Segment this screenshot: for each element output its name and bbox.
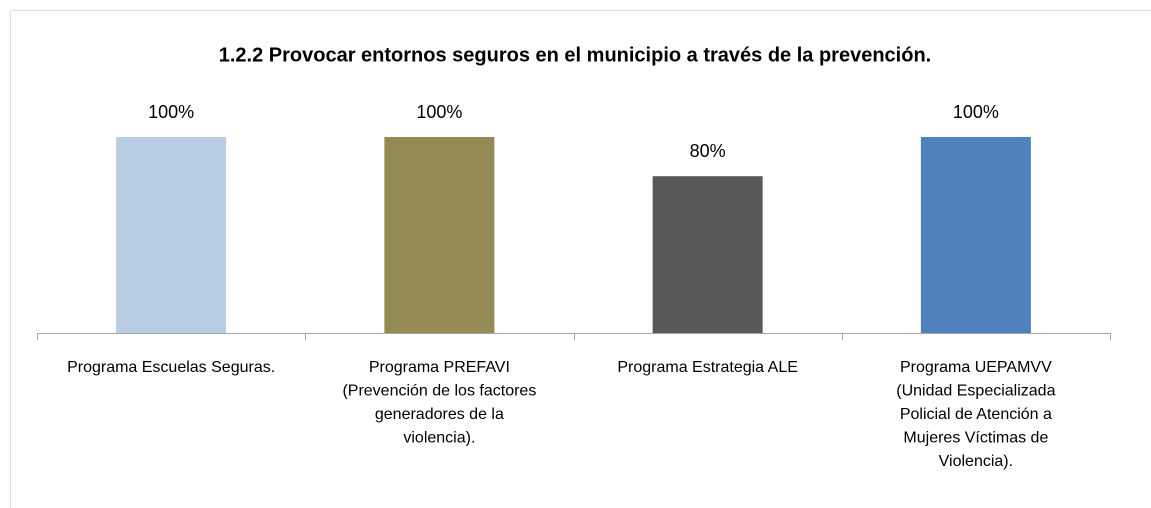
data-label: 100% <box>416 102 462 122</box>
x-tick-label: (Prevención de los factores <box>342 383 536 400</box>
x-tick-label: generadores de la <box>375 406 504 423</box>
x-tick-label: (Unidad Especializada <box>896 383 1055 400</box>
x-tick-label: Programa Estrategia ALE <box>617 359 798 376</box>
x-tick-label: violencia). <box>403 430 475 447</box>
x-tick-label: Programa UEPAMVV <box>900 359 1052 376</box>
x-tick-label: Programa Escuelas Seguras. <box>67 359 275 376</box>
data-label: 80% <box>690 141 726 161</box>
bar <box>652 176 763 333</box>
chart-title: 1.2.2 Provocar entornos seguros en el mu… <box>219 44 931 66</box>
data-label: 100% <box>148 102 194 122</box>
x-tick-label: Mujeres Víctimas de <box>903 430 1048 447</box>
chart-border <box>10 10 1151 508</box>
bar <box>116 137 227 333</box>
data-label: 100% <box>953 102 999 122</box>
bar <box>920 137 1031 333</box>
x-tick-label: Violencia). <box>939 453 1013 470</box>
bar <box>384 137 495 333</box>
x-tick-label: Programa PREFAVI <box>369 359 510 376</box>
x-tick-label: Policial de Atención a <box>900 406 1052 423</box>
